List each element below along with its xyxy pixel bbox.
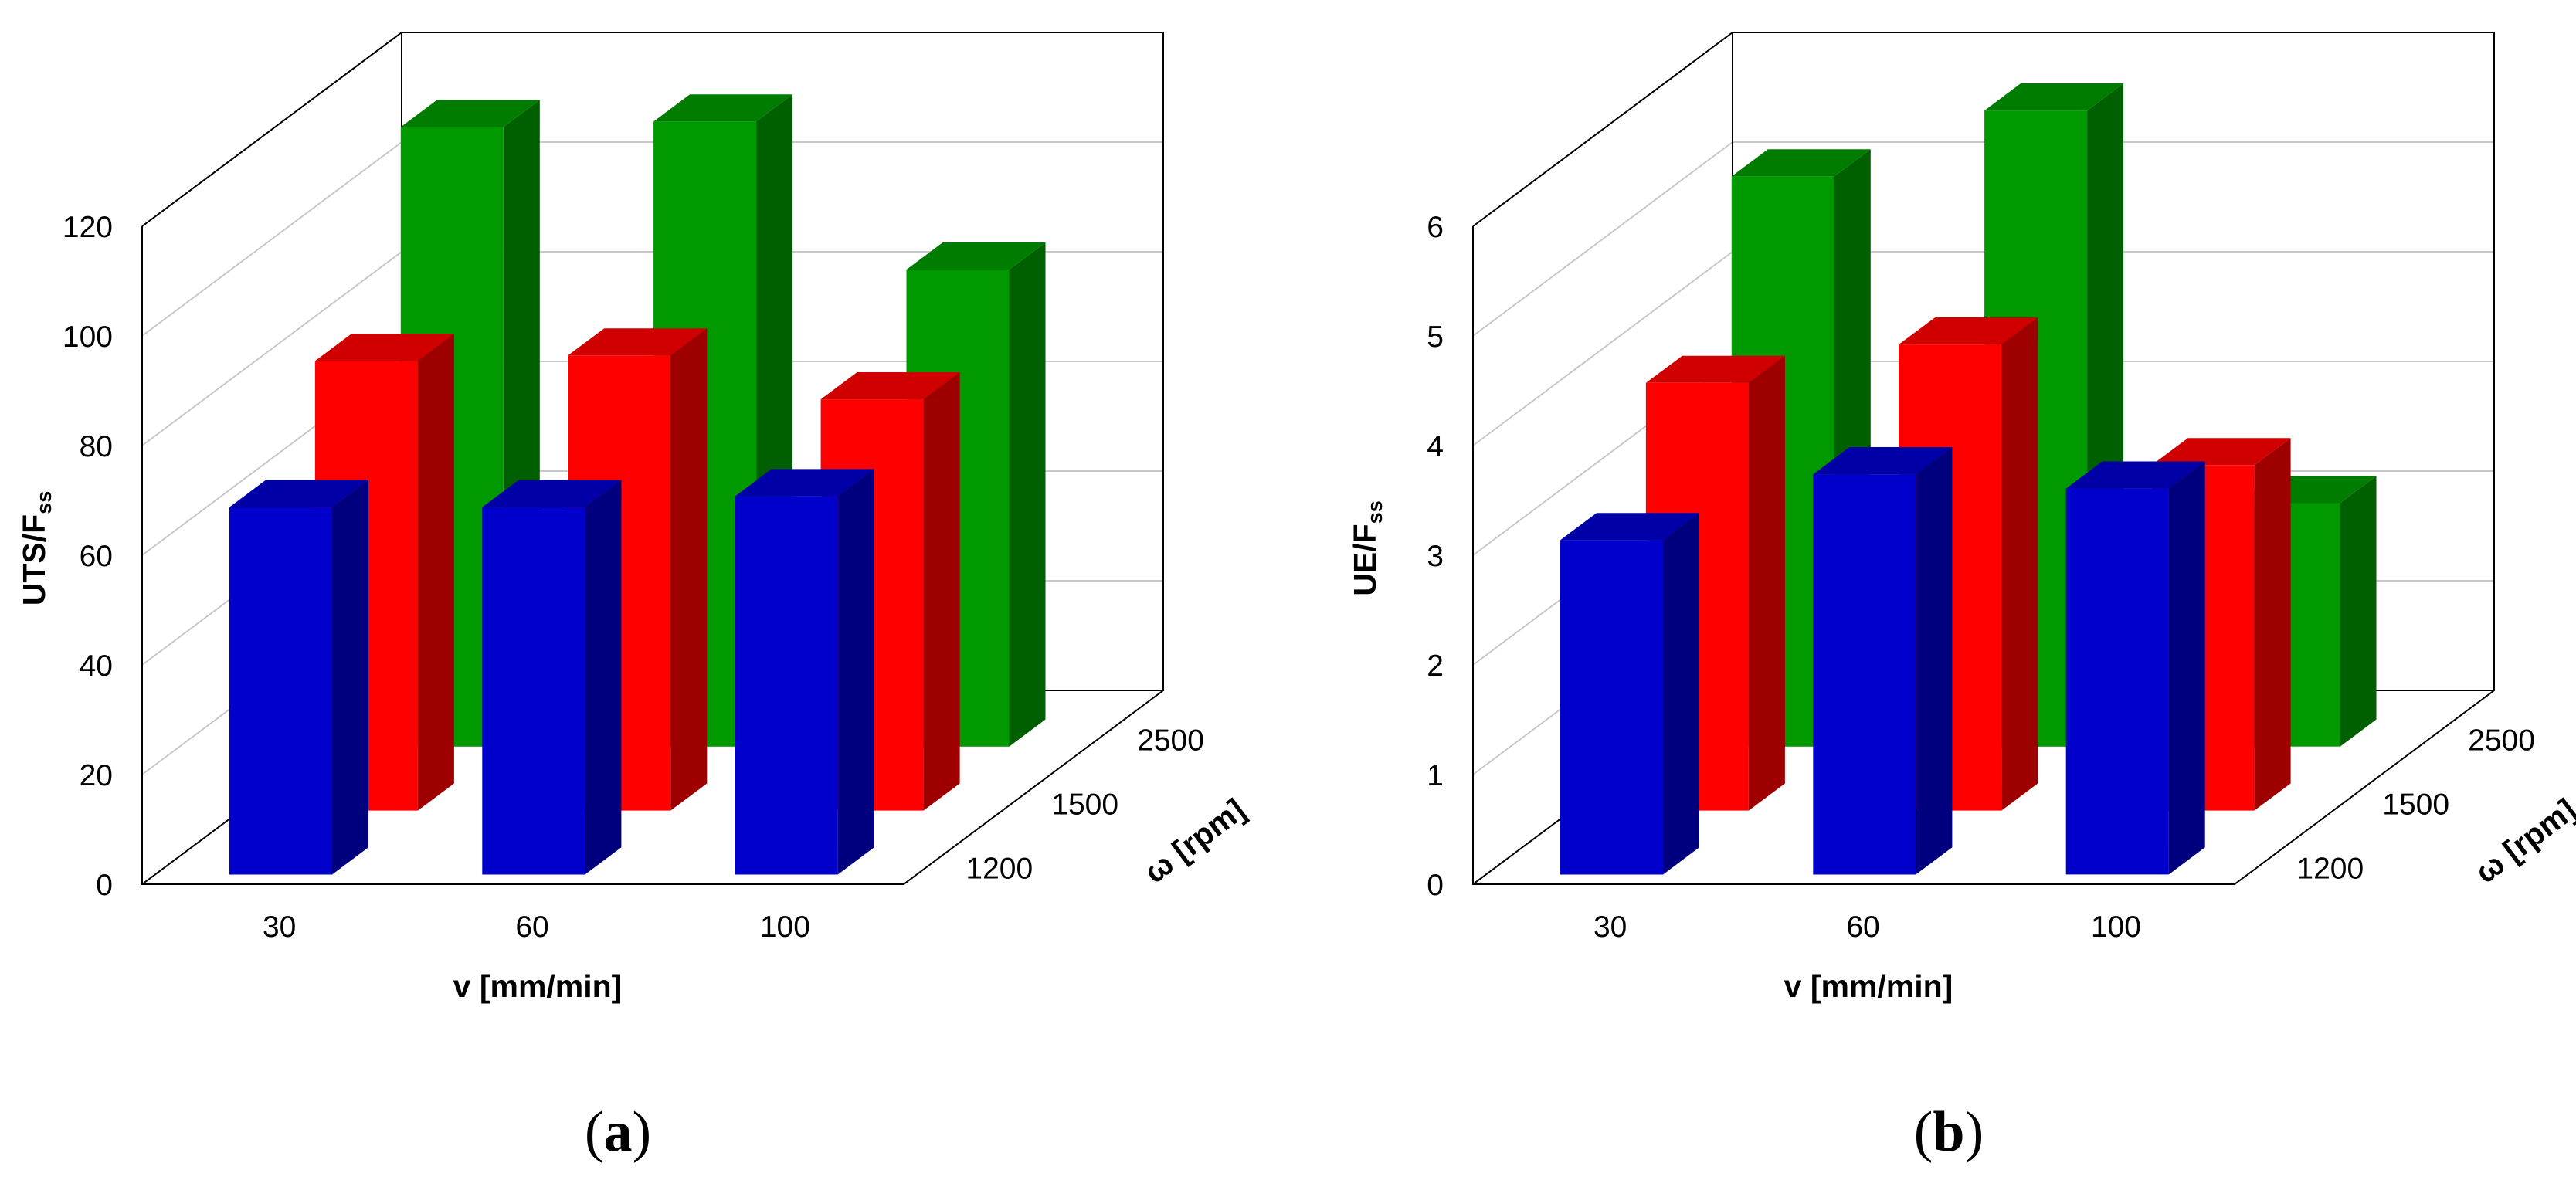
bar-front-face (735, 496, 838, 875)
x-tick-label: 30 (263, 910, 296, 944)
y-tick-label: 0 (1427, 869, 1444, 902)
bar-side-face (670, 328, 708, 811)
y-tick-label: 6 (1427, 211, 1444, 244)
y-tick-label: 80 (80, 430, 113, 463)
depth-tick-label: 2500 (2468, 724, 2535, 758)
side-gridline (141, 141, 402, 337)
y-tick-label: 100 (63, 320, 113, 354)
x-tick-label: 100 (2091, 910, 2141, 944)
depth-tick-label: 1500 (2382, 788, 2449, 822)
y-tick-label: 2 (1427, 649, 1444, 683)
x-axis-label: v [mm/min] (1784, 968, 1953, 1004)
bar-top-face (400, 100, 540, 127)
depth-tick-label: 1200 (2296, 852, 2364, 885)
bar-side-face (2254, 438, 2291, 811)
bar-top-face (820, 372, 960, 400)
panel-label: (a) (585, 1100, 651, 1164)
bar-1200-30 (1560, 513, 1699, 875)
bar-top-face (1984, 83, 2124, 111)
bar-side-face (585, 480, 622, 875)
x-tick-label: 60 (1846, 910, 1879, 944)
bar-1200-60 (1813, 447, 1953, 875)
x-tick-label: 30 (1593, 910, 1627, 944)
bar-top-face (1645, 355, 1785, 383)
bar-top-face (1560, 513, 1699, 541)
bar-side-face (2340, 476, 2377, 747)
depth-axis-label: ω [rpm] (2469, 792, 2576, 890)
bar-1200-100 (2065, 461, 2205, 875)
bar-side-face (923, 372, 960, 811)
bar-top-face (1731, 149, 1871, 177)
depth-tick-label: 1200 (966, 852, 1033, 885)
bar-top-face (314, 334, 454, 361)
bar-1200-30 (229, 480, 368, 875)
bar-side-face (1009, 242, 1046, 747)
chart-a: 0 20 40 60 80 100 120 30 60 100 1200 1500 2500 v [mm/… (16, 31, 1252, 1164)
bar-side-face (1748, 355, 1785, 811)
y-axis-label: UE/Fss (1347, 500, 1386, 595)
axes-frame (141, 32, 1164, 885)
bar-top-face (1899, 317, 2038, 345)
bar-side-face (2168, 461, 2205, 875)
bar-top-face (568, 328, 708, 356)
bar-top-face (1813, 447, 1953, 475)
bar-side-face (332, 480, 368, 875)
y-tick-label: 4 (1427, 430, 1444, 463)
bar-side-face (837, 469, 874, 875)
y-tick-label: 60 (80, 540, 113, 573)
x-tick-label: 60 (515, 910, 548, 944)
bar-top-face (906, 242, 1046, 270)
y-tick-label: 1 (1427, 759, 1444, 792)
bar-side-face (1663, 513, 1699, 875)
chart-b: 0 1 2 3 4 5 6 30 60 100 1200 1500 2500 v [mm/min] UE/F… (1347, 31, 2576, 1164)
bar-front-face (482, 507, 585, 875)
bar-front-face (229, 507, 332, 875)
bar-front-face (2065, 488, 2169, 875)
y-axis-label: UTS/Fss (16, 491, 56, 605)
bar-top-face (2065, 461, 2205, 489)
depth-tick-label: 2500 (1137, 724, 1204, 758)
bar-1200-60 (482, 480, 622, 875)
depth-axis-label: ω [rpm] (1138, 792, 1252, 890)
bar-side-face (1916, 447, 1953, 875)
bar-front-face (1560, 540, 1663, 875)
y-tick-label: 3 (1427, 540, 1444, 573)
x-tick-label: 100 (760, 910, 810, 944)
bar-top-face (735, 469, 874, 497)
y-tick-label: 5 (1427, 320, 1444, 354)
side-gridline (141, 251, 402, 446)
bar-front-face (1813, 474, 1916, 875)
y-tick-label: 0 (96, 869, 113, 902)
y-tick-label: 120 (63, 211, 113, 244)
side-gridline (1472, 141, 1733, 337)
bar-side-face (2001, 317, 2038, 811)
bar-top-face (653, 94, 793, 122)
bar-side-face (417, 334, 454, 811)
side-gridline (1472, 251, 1733, 446)
panel-label: (b) (1914, 1100, 1984, 1164)
bar-top-face (2151, 438, 2291, 466)
axes-frame (1472, 32, 2495, 885)
x-axis-label: v [mm/min] (453, 968, 623, 1004)
y-tick-label: 20 (80, 759, 113, 792)
depth-tick-label: 1500 (1051, 788, 1118, 822)
bar-top-face (229, 480, 368, 507)
y-tick-label: 40 (80, 649, 113, 683)
bar-1200-100 (735, 469, 874, 875)
bar-top-face (482, 480, 622, 507)
